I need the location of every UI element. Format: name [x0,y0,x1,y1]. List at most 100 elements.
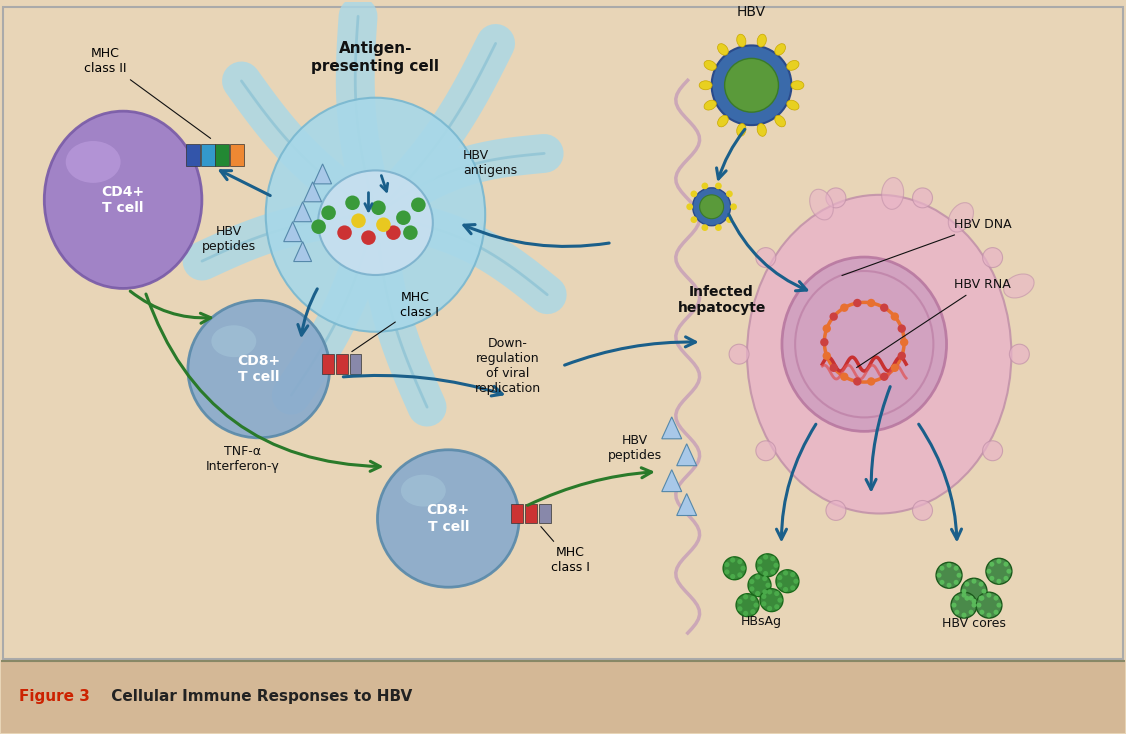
FancyArrowPatch shape [298,289,318,335]
Circle shape [756,575,760,580]
FancyBboxPatch shape [539,504,551,523]
FancyArrowPatch shape [365,192,372,211]
Circle shape [396,211,411,225]
Circle shape [361,230,376,245]
Circle shape [730,203,738,210]
Circle shape [986,569,991,574]
FancyArrowPatch shape [464,225,609,247]
Ellipse shape [787,60,799,70]
Circle shape [997,603,1001,608]
FancyBboxPatch shape [230,144,244,166]
Text: MHC
class I: MHC class I [540,526,589,574]
Circle shape [867,299,875,307]
Circle shape [955,610,959,614]
Circle shape [881,373,888,381]
Circle shape [386,225,401,240]
Circle shape [741,566,745,571]
FancyBboxPatch shape [1,661,1125,733]
Ellipse shape [757,123,767,137]
Circle shape [777,582,783,587]
Text: HBV: HBV [738,4,766,18]
Ellipse shape [704,60,716,70]
FancyBboxPatch shape [336,355,348,374]
Circle shape [794,578,798,584]
Circle shape [986,613,991,617]
Circle shape [900,338,909,346]
Circle shape [990,562,994,567]
Circle shape [854,299,861,307]
FancyArrowPatch shape [146,294,381,471]
Ellipse shape [699,81,712,90]
Circle shape [820,338,829,346]
Circle shape [724,562,730,567]
Circle shape [936,562,962,588]
Circle shape [338,225,351,240]
FancyArrowPatch shape [528,468,652,505]
Circle shape [972,578,976,584]
Circle shape [962,613,966,617]
FancyArrowPatch shape [221,171,270,195]
Text: HBV
peptides: HBV peptides [608,434,662,462]
FancyBboxPatch shape [3,7,1123,659]
Ellipse shape [717,43,729,55]
FancyArrowPatch shape [866,387,891,490]
Circle shape [997,578,1001,584]
Circle shape [777,575,783,580]
Ellipse shape [736,34,745,47]
Circle shape [986,592,991,597]
Circle shape [968,610,974,614]
Circle shape [756,441,776,461]
Circle shape [766,583,770,588]
FancyArrowPatch shape [777,424,816,539]
Circle shape [854,377,861,385]
Text: Infected
hepatocyte: Infected hepatocyte [678,285,766,316]
Circle shape [937,573,941,578]
Text: CD8+
T cell: CD8+ T cell [427,504,470,534]
Circle shape [840,304,849,312]
Circle shape [826,188,846,208]
Circle shape [891,363,899,372]
Circle shape [712,46,792,125]
Circle shape [725,59,778,112]
Circle shape [1007,569,1011,574]
Circle shape [763,554,768,559]
Ellipse shape [781,257,947,432]
Circle shape [403,225,418,240]
Circle shape [701,183,708,189]
Circle shape [976,603,982,608]
Circle shape [965,596,969,600]
FancyBboxPatch shape [349,355,361,374]
Circle shape [980,610,984,614]
Circle shape [376,217,391,232]
Circle shape [724,570,730,575]
Circle shape [972,603,976,608]
Circle shape [939,580,945,585]
Text: MHC
class I: MHC class I [351,291,439,352]
Circle shape [830,313,838,321]
Text: Figure 3: Figure 3 [19,689,90,704]
Circle shape [947,583,951,588]
Circle shape [699,195,724,219]
Circle shape [867,377,875,385]
Circle shape [767,606,772,611]
Ellipse shape [717,115,729,127]
Circle shape [730,574,735,579]
Circle shape [756,554,779,577]
Text: CD4+
T cell: CD4+ T cell [101,185,144,215]
FancyBboxPatch shape [525,504,537,523]
FancyArrowPatch shape [131,291,211,323]
Ellipse shape [747,195,1011,514]
Ellipse shape [266,98,485,332]
Polygon shape [677,493,697,515]
Polygon shape [294,202,312,222]
Polygon shape [294,241,312,261]
Polygon shape [314,164,331,184]
Circle shape [956,573,962,578]
Circle shape [951,603,956,608]
Circle shape [881,304,888,312]
Circle shape [715,183,722,189]
Circle shape [897,324,906,333]
Ellipse shape [377,450,519,587]
Circle shape [715,224,722,231]
Circle shape [761,594,767,599]
